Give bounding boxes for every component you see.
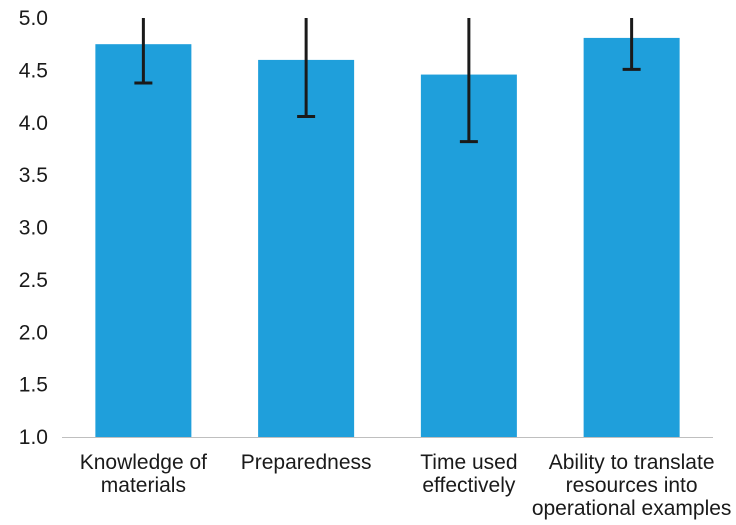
error-bar — [297, 18, 316, 118]
y-tick-label: 4.0 — [19, 112, 48, 135]
x-category-label-line: Ability to translate — [549, 451, 715, 474]
x-category-label-line: effectively — [422, 474, 515, 497]
x-category-label-line: materials — [101, 474, 186, 497]
error-bar — [459, 18, 478, 144]
x-category-label-line: Preparedness — [241, 451, 372, 474]
y-tick-label: 3.0 — [19, 217, 48, 240]
y-tick-label: 5.0 — [19, 7, 48, 30]
x-category-label-line: Knowledge of — [80, 451, 207, 474]
x-category-label: Time used effectively — [420, 451, 517, 497]
y-tick-label: 1.5 — [19, 374, 48, 397]
y-tick-label: 1.0 — [19, 426, 48, 449]
x-category-label-line: operational examples — [532, 497, 732, 520]
y-axis-tick-labels: 1.0 1.5 2.0 2.5 3.0 3.5 4.0 4.5 5.0 — [19, 7, 48, 449]
x-category-label: Knowledge of materials — [80, 451, 207, 497]
y-tick-label: 2.5 — [19, 269, 48, 292]
bar — [258, 59, 355, 438]
x-category-label-line: Time used — [420, 451, 517, 474]
y-tick-label: 2.0 — [19, 321, 48, 344]
x-category-label-line: resources into — [566, 474, 698, 497]
bar — [95, 44, 192, 437]
error-bars — [134, 18, 641, 144]
y-tick-label: 4.5 — [19, 59, 48, 82]
y-tick-label: 3.5 — [19, 164, 48, 187]
bars — [95, 37, 680, 438]
x-category-label: Preparedness — [241, 451, 372, 474]
error-bar — [134, 18, 153, 85]
x-category-label: Ability to translate resources into operat… — [532, 451, 732, 520]
x-axis-category-labels: Knowledge of materials Preparedness Time us… — [80, 451, 732, 520]
bar — [583, 37, 680, 438]
error-bar — [622, 18, 641, 71]
